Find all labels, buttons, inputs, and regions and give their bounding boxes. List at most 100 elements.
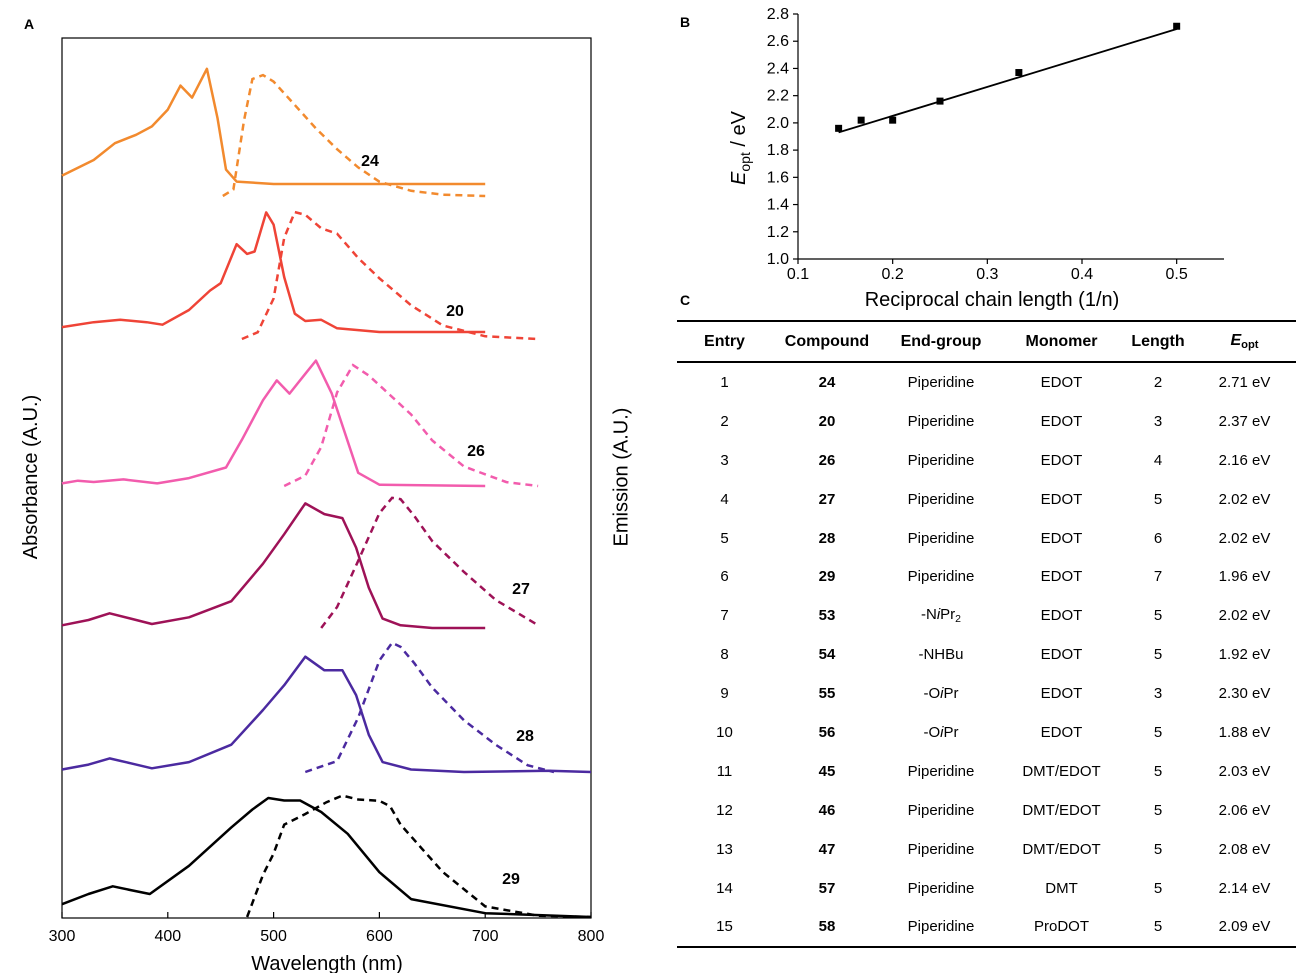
cell-endgroup: Piperidine bbox=[907, 568, 975, 586]
cell-entry: 12 bbox=[716, 801, 733, 819]
absorbance-line-28 bbox=[61, 655, 592, 774]
scatter-point bbox=[857, 116, 865, 124]
table-row: 1 24 Piperidine EDOT 2 2.71 eV bbox=[677, 362, 1296, 402]
table-row: 10 56 -OiPr EDOT 5 1.88 eV bbox=[677, 713, 1296, 752]
header-eopt-main: E bbox=[1230, 332, 1242, 349]
scatter-marks bbox=[835, 22, 1181, 134]
cell-length: 3 bbox=[1153, 685, 1163, 703]
cell-compound: 46 bbox=[818, 801, 836, 819]
cell-monomer: EDOT bbox=[1040, 685, 1083, 703]
scatter-axes: 0.1 0.2 0.3 0.4 0.5 1.0 1.2 1.4 1.6 1.8 2.0 2.2 2.4 2… bbox=[767, 6, 1224, 283]
table-row: 2 20 Piperidine EDOT 3 2.37 eV bbox=[677, 402, 1296, 441]
y-axis-label-main: E bbox=[728, 171, 750, 185]
cell-length: 5 bbox=[1153, 490, 1163, 508]
panel-label-a: A bbox=[24, 16, 35, 32]
cell-eopt: 2.06 eV bbox=[1218, 801, 1271, 819]
cell-entry: 15 bbox=[677, 907, 772, 949]
table-row: 3 26 Piperidine EDOT 4 2.16 eV bbox=[677, 441, 1296, 480]
header-compound: Compound bbox=[772, 320, 882, 363]
cell-compound: 20 bbox=[818, 412, 836, 430]
cell-eopt: 2.03 eV bbox=[1218, 762, 1271, 780]
cell-compound: 58 bbox=[772, 907, 882, 949]
panel-label-b: B bbox=[680, 14, 691, 30]
y-tick-label: 2.8 bbox=[767, 6, 789, 23]
emission-line-24 bbox=[222, 73, 486, 198]
cell-endgroup: Piperidine bbox=[907, 412, 975, 430]
cell-length: 5 bbox=[1123, 907, 1193, 949]
cell-eopt: 2.02 eV bbox=[1218, 607, 1271, 625]
header-eopt: Eopt bbox=[1193, 320, 1296, 363]
panel-label-c: C bbox=[680, 292, 691, 308]
cell-length: 6 bbox=[1153, 529, 1163, 547]
cell-eopt: 1.88 eV bbox=[1218, 723, 1271, 741]
cell-entry: 3 bbox=[720, 451, 729, 469]
cell-length: 2 bbox=[1153, 373, 1163, 391]
scatter-point bbox=[835, 124, 843, 132]
table-row: 6 29 Piperidine EDOT 7 1.96 eV bbox=[677, 557, 1296, 596]
fit-line bbox=[838, 28, 1177, 134]
table-row: 5 28 Piperidine EDOT 6 2.02 eV bbox=[677, 519, 1296, 558]
cell-eopt: 1.92 eV bbox=[1218, 646, 1271, 664]
cell-endgroup: -OiPr bbox=[923, 685, 959, 703]
cell-length: 3 bbox=[1153, 412, 1163, 430]
scatter-point bbox=[1173, 22, 1181, 30]
cell-compound: 27 bbox=[818, 490, 836, 508]
header-entry: Entry bbox=[677, 320, 772, 363]
emission-line-26 bbox=[283, 363, 539, 488]
x-axis-label-reciprocal: Reciprocal chain length (1/n) bbox=[865, 289, 1120, 311]
series-label-26: 26 bbox=[467, 443, 485, 460]
table-row: 4 27 Piperidine EDOT 5 2.02 eV bbox=[677, 480, 1296, 519]
cell-compound: 54 bbox=[818, 646, 836, 664]
series-label-28: 28 bbox=[516, 728, 534, 745]
table-body: 1 24 Piperidine EDOT 2 2.71 eV 2 20 Piperidine ED… bbox=[677, 362, 1296, 949]
cell-eopt: 2.30 eV bbox=[1218, 685, 1271, 703]
cell-compound: 45 bbox=[818, 762, 836, 780]
cell-eopt: 2.02 eV bbox=[1218, 490, 1271, 508]
cell-entry: 11 bbox=[716, 762, 733, 780]
header-eopt-sub: opt bbox=[1241, 339, 1259, 351]
cell-compound: 53 bbox=[818, 607, 836, 625]
emission-line-27 bbox=[320, 496, 539, 629]
absorbance-line-27 bbox=[61, 502, 486, 630]
absorbance-line-24 bbox=[61, 67, 486, 186]
y2-axis-label-emission: Emission (A.U.) bbox=[610, 407, 633, 547]
table-row: 12 46 Piperidine DMT/EDOT 5 2.06 eV bbox=[677, 791, 1296, 830]
cell-endgroup: -NiPr2 bbox=[920, 606, 961, 626]
cell-endgroup: -OiPr bbox=[923, 723, 959, 741]
cell-monomer: DMT/EDOT bbox=[1022, 762, 1101, 780]
cell-entry: 13 bbox=[716, 840, 733, 858]
x-tick-label: 400 bbox=[154, 928, 181, 945]
cell-monomer: EDOT bbox=[1040, 568, 1083, 586]
table-row: 13 47 Piperidine DMT/EDOT 5 2.08 eV bbox=[677, 830, 1296, 869]
cell-endgroup: Piperidine bbox=[907, 801, 975, 819]
x-tick-label: 700 bbox=[472, 928, 499, 945]
series-label-24: 24 bbox=[361, 153, 379, 170]
x-tick-label: 800 bbox=[578, 928, 605, 945]
header-length: Length bbox=[1123, 320, 1193, 363]
cell-monomer: DMT bbox=[1045, 879, 1078, 897]
cell-entry: 14 bbox=[716, 879, 733, 897]
cell-endgroup: Piperidine bbox=[907, 451, 975, 469]
x-axis-ticks: 300 400 500 600 700 800 bbox=[49, 912, 605, 945]
table-row: 9 55 -OiPr EDOT 3 2.30 eV bbox=[677, 674, 1296, 713]
cell-compound: 29 bbox=[818, 568, 836, 586]
cell-entry: 1 bbox=[720, 373, 729, 391]
cell-compound: 57 bbox=[818, 879, 836, 897]
y-tick-label: 1.4 bbox=[767, 197, 789, 214]
spectra-series: 24 20 26 27 28 29 bbox=[61, 67, 592, 919]
cell-compound: 28 bbox=[818, 529, 836, 547]
series-label-20: 20 bbox=[446, 303, 464, 320]
table-row: 14 57 Piperidine DMT 5 2.14 eV bbox=[677, 869, 1296, 908]
cell-endgroup: Piperidine bbox=[907, 529, 975, 547]
cell-endgroup: -NHBu bbox=[918, 646, 964, 664]
cell-length: 5 bbox=[1153, 840, 1163, 858]
table-header-row: Entry Compound End-group Monomer Length … bbox=[677, 320, 1296, 363]
cell-eopt: 2.14 eV bbox=[1218, 879, 1271, 897]
x-tick-label: 600 bbox=[366, 928, 393, 945]
chart-b-scatter: Eopt / eV Reciprocal chain length (1/n) … bbox=[728, 6, 1224, 311]
chart-a-spectra: Absorbance (A.U.) Wavelength (nm) 300 400… bbox=[20, 37, 605, 973]
y-tick-label: 2.6 bbox=[767, 33, 789, 50]
cell-endgroup: Piperidine bbox=[907, 490, 975, 508]
y-axis-label-group: Absorbance (A.U.) bbox=[20, 395, 42, 560]
cell-monomer: EDOT bbox=[1040, 412, 1083, 430]
